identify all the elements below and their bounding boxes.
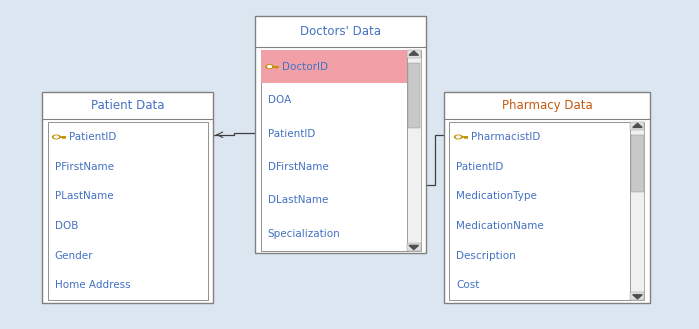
Text: PatientID: PatientID xyxy=(456,162,504,172)
Circle shape xyxy=(454,135,462,139)
Bar xyxy=(408,63,420,128)
Circle shape xyxy=(55,136,58,138)
Polygon shape xyxy=(409,245,419,249)
Bar xyxy=(407,243,421,251)
Text: Pharmacy Data: Pharmacy Data xyxy=(502,99,592,112)
Text: PFirstName: PFirstName xyxy=(55,162,113,172)
Circle shape xyxy=(266,65,273,68)
Text: PatientID: PatientID xyxy=(268,129,315,139)
Text: DFirstName: DFirstName xyxy=(268,162,329,172)
Bar xyxy=(444,92,650,303)
Bar xyxy=(407,50,421,251)
Bar xyxy=(631,135,644,191)
Polygon shape xyxy=(409,51,419,55)
Bar xyxy=(42,92,213,303)
Text: DLastName: DLastName xyxy=(268,195,328,206)
Text: Specialization: Specialization xyxy=(268,229,340,239)
Text: Description: Description xyxy=(456,251,516,261)
Text: PatientID: PatientID xyxy=(69,132,117,142)
Bar xyxy=(48,122,208,300)
Text: DOA: DOA xyxy=(268,95,291,105)
Bar xyxy=(630,122,644,300)
Text: PLastName: PLastName xyxy=(55,191,113,201)
Text: DOB: DOB xyxy=(55,221,78,231)
Text: MedicationName: MedicationName xyxy=(456,221,545,231)
Text: Patient Data: Patient Data xyxy=(91,99,164,112)
Text: MedicationType: MedicationType xyxy=(456,191,538,201)
Polygon shape xyxy=(633,123,642,127)
Bar xyxy=(449,122,630,300)
Bar xyxy=(255,16,426,253)
Bar xyxy=(261,50,407,251)
Text: Cost: Cost xyxy=(456,280,480,290)
Text: Home Address: Home Address xyxy=(55,280,130,290)
Circle shape xyxy=(456,136,460,138)
Bar xyxy=(407,50,421,58)
Text: Doctors' Data: Doctors' Data xyxy=(301,25,381,38)
Circle shape xyxy=(268,66,271,67)
Circle shape xyxy=(52,135,60,139)
Text: PharmacistID: PharmacistID xyxy=(471,132,540,142)
Bar xyxy=(630,122,644,130)
Bar xyxy=(261,50,407,83)
Bar xyxy=(630,292,644,300)
Polygon shape xyxy=(633,295,642,299)
Text: Gender: Gender xyxy=(55,251,93,261)
Text: DoctorID: DoctorID xyxy=(282,62,329,72)
